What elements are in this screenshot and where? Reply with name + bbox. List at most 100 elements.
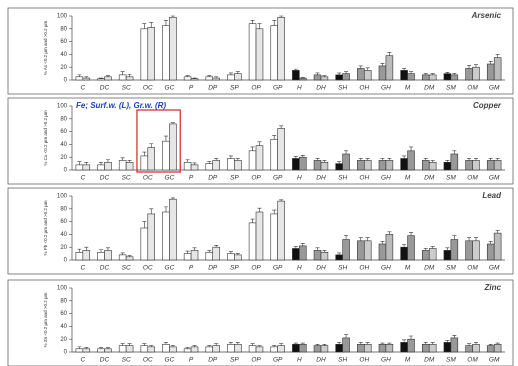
bar bbox=[97, 164, 105, 171]
y-tick-label: 0 bbox=[64, 258, 68, 264]
error-bar bbox=[250, 146, 255, 151]
bar bbox=[443, 162, 452, 171]
error-bar bbox=[300, 243, 305, 246]
x-tick-label: GM bbox=[489, 265, 500, 272]
error-bar bbox=[322, 160, 327, 163]
error-bar bbox=[185, 347, 190, 349]
error-bar bbox=[272, 20, 277, 26]
bar bbox=[183, 253, 192, 261]
bar bbox=[277, 345, 285, 353]
x-tick-label: DC bbox=[100, 265, 110, 272]
error-bar bbox=[228, 251, 233, 254]
error-bar bbox=[445, 247, 450, 251]
error-bar bbox=[358, 237, 363, 241]
y-tick-label: 0 bbox=[64, 350, 68, 356]
bar bbox=[363, 240, 372, 261]
error-bar bbox=[293, 156, 298, 159]
error-bar bbox=[214, 76, 219, 79]
x-tick-label: P bbox=[189, 265, 194, 272]
x-tick-label: DC bbox=[100, 85, 110, 92]
bar bbox=[385, 55, 394, 81]
bar bbox=[421, 160, 430, 171]
error-bar bbox=[99, 347, 104, 349]
bar bbox=[400, 342, 408, 353]
error-bar bbox=[185, 75, 190, 77]
bar bbox=[400, 158, 408, 171]
x-tick-label: GP bbox=[273, 175, 283, 182]
error-bar bbox=[84, 246, 89, 251]
error-bar bbox=[257, 207, 262, 212]
error-bar bbox=[120, 157, 125, 161]
y-tick-label: 20 bbox=[60, 65, 67, 71]
error-bar bbox=[452, 335, 457, 338]
bar bbox=[212, 246, 220, 261]
error-bar bbox=[337, 161, 342, 164]
x-tick-label: DM bbox=[424, 85, 435, 92]
x-tick-label: DP bbox=[208, 175, 218, 182]
error-bar bbox=[257, 345, 262, 347]
bar bbox=[335, 74, 343, 81]
y-tick-label: 100 bbox=[57, 194, 68, 200]
bar bbox=[486, 63, 495, 81]
y-tick-label: 100 bbox=[57, 14, 68, 20]
error-bar bbox=[445, 340, 450, 343]
bar bbox=[169, 198, 177, 261]
x-tick-label: OM bbox=[467, 175, 478, 182]
y-tick-label: 40 bbox=[60, 142, 67, 148]
y-tick-label: 60 bbox=[60, 39, 67, 45]
bar bbox=[82, 348, 91, 353]
panel-frame bbox=[7, 279, 514, 366]
bar bbox=[357, 344, 365, 353]
bar bbox=[320, 76, 329, 81]
bar bbox=[299, 156, 307, 171]
bar bbox=[125, 162, 134, 171]
y-tick-label: 20 bbox=[60, 337, 67, 343]
y-axis-label: % Pb <0.2 µm and >0.2 µm bbox=[43, 200, 48, 255]
error-bar bbox=[467, 64, 472, 69]
error-bar bbox=[84, 347, 89, 349]
bar bbox=[82, 77, 91, 81]
error-bar bbox=[344, 150, 349, 154]
error-bar bbox=[452, 73, 457, 75]
x-tick-label: GC bbox=[165, 357, 175, 364]
bar bbox=[234, 344, 242, 353]
bar bbox=[313, 74, 322, 81]
panel-title: Zinc bbox=[484, 283, 502, 292]
error-bar bbox=[192, 247, 197, 251]
x-tick-label: GC bbox=[165, 265, 175, 272]
bar bbox=[320, 345, 329, 353]
error-bar bbox=[77, 161, 82, 165]
error-bar bbox=[322, 75, 327, 77]
error-bar bbox=[488, 241, 493, 244]
error-bar bbox=[430, 160, 435, 163]
panel-title: Arsenic bbox=[471, 11, 502, 20]
bar bbox=[205, 252, 214, 261]
x-tick-label: DH bbox=[316, 175, 326, 182]
x-tick-label: DH bbox=[316, 265, 326, 272]
bar bbox=[335, 163, 343, 171]
error-bar bbox=[423, 342, 428, 345]
panel-frame bbox=[7, 97, 514, 185]
bar bbox=[443, 342, 452, 353]
error-bar bbox=[430, 342, 435, 345]
error-bar bbox=[163, 135, 168, 142]
error-bar bbox=[387, 342, 392, 345]
bar bbox=[270, 25, 278, 81]
bar bbox=[125, 76, 134, 81]
bar bbox=[320, 252, 329, 261]
error-bar bbox=[488, 61, 493, 64]
bar bbox=[183, 348, 192, 353]
error-bar bbox=[344, 71, 349, 74]
error-bar bbox=[99, 77, 104, 79]
error-bar bbox=[127, 160, 132, 163]
bar bbox=[292, 248, 300, 261]
bar bbox=[270, 213, 278, 261]
bar bbox=[378, 243, 387, 261]
error-bar bbox=[293, 246, 298, 249]
bar bbox=[472, 344, 480, 353]
error-bar bbox=[423, 73, 428, 75]
y-axis-label: % Cu <0.2 µm and >0.2 µm bbox=[43, 110, 48, 165]
bar bbox=[363, 160, 372, 171]
bar bbox=[407, 150, 415, 171]
